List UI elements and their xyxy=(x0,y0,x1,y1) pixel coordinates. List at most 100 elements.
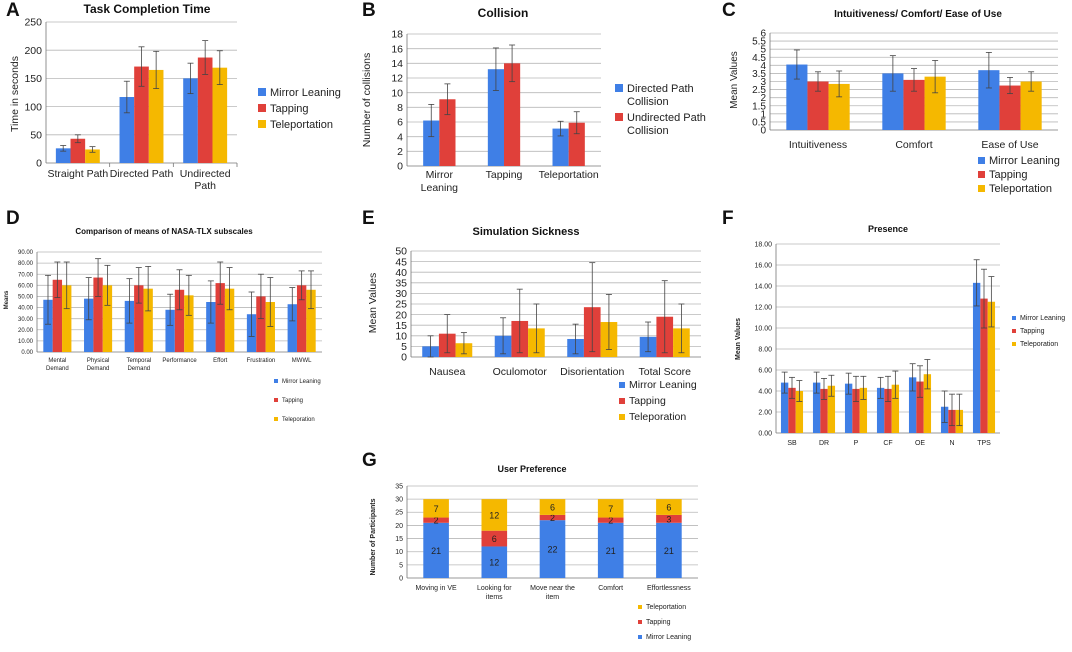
legend-label: Mirror Leaning xyxy=(646,634,691,641)
bar-segment xyxy=(423,522,449,578)
y-axis-label: Number of Participants xyxy=(370,498,377,575)
bar-segment xyxy=(481,530,508,547)
data-label: 6 xyxy=(550,503,555,513)
data-label: 21 xyxy=(664,546,674,556)
legend-swatch xyxy=(258,104,266,112)
chart-title: Intuitiveness/ Comfort/ Ease of Use xyxy=(834,9,1002,20)
bar xyxy=(891,384,900,433)
bar xyxy=(820,388,828,433)
data-label: 7 xyxy=(434,504,439,514)
y-tick-label: 4.5 xyxy=(752,53,766,64)
y-tick-label: 14 xyxy=(391,58,403,70)
bar xyxy=(423,120,440,166)
y-tick-label: 10.00 xyxy=(754,325,772,332)
x-tick-label: Frustration xyxy=(247,358,276,364)
bar xyxy=(206,302,216,352)
x-tick-label: Leaning xyxy=(421,182,459,194)
bar xyxy=(882,73,904,130)
legend-swatch xyxy=(274,379,278,383)
bar xyxy=(183,78,198,163)
bar xyxy=(256,296,266,352)
legend-label: Tapping xyxy=(629,395,666,407)
y-tick-label: 15 xyxy=(395,320,407,332)
bar xyxy=(184,295,194,352)
legend-swatch xyxy=(615,84,623,92)
legend-label: Mirror Leaning xyxy=(270,87,341,99)
y-tick-label: 4 xyxy=(760,61,766,72)
bar-segment xyxy=(656,499,682,515)
bar-segment xyxy=(423,499,449,518)
bar-segment xyxy=(423,517,449,523)
panel-a-task-completion-time: A Task Completion Time 0 50 100 150 200 250 Time… xyxy=(6,0,341,192)
bar xyxy=(224,288,235,352)
panel-d-nasa-tlx: D Comparison of means of NASA-TLX subscal… xyxy=(4,208,322,423)
y-tick-label: 12 xyxy=(391,73,403,85)
panel-letter: B xyxy=(362,0,376,21)
legend-label: Teleportation xyxy=(270,119,333,131)
x-tick-label: Straight Path xyxy=(47,168,108,180)
legend-swatch xyxy=(1012,329,1016,333)
y-tick-label: 12.00 xyxy=(754,304,772,311)
bar-segment xyxy=(597,522,624,578)
x-tick-label: MWWL xyxy=(292,358,312,364)
bar xyxy=(568,122,585,166)
y-tick-label: 10 xyxy=(391,87,403,99)
y-tick-label: 60.00 xyxy=(18,283,34,289)
y-axis-label: Mean Values xyxy=(735,318,742,360)
x-tick-label: Comfort xyxy=(895,139,932,151)
legend-swatch xyxy=(1012,316,1016,320)
x-tick-label: item xyxy=(546,594,559,601)
bar xyxy=(70,138,86,163)
legend-label: Teleporation xyxy=(282,417,315,423)
panel-g-user-preference: G User Preference 0 5 10 15 20 25 30 35 Number of … xyxy=(362,450,698,641)
bar xyxy=(972,282,981,433)
x-tick-label: Directed Path xyxy=(110,168,174,180)
y-tick-label: 2 xyxy=(397,146,403,158)
y-tick-label: 1 xyxy=(760,109,766,120)
x-tick-label: Comfort xyxy=(598,585,623,592)
bar xyxy=(1020,81,1042,130)
y-tick-label: 14.00 xyxy=(754,283,772,290)
y-axis-label: Mean Values xyxy=(367,273,379,334)
panel-c-intuitiveness: C Intuitiveness/ Comfort/ Ease of Use 00.5… xyxy=(722,0,1060,195)
y-tick-label: 20 xyxy=(395,523,403,530)
y-tick-label: 4 xyxy=(397,131,403,143)
x-tick-label: Ease of Use xyxy=(981,139,1038,151)
bar xyxy=(923,374,932,433)
bar xyxy=(924,76,946,130)
chart-title: Collision xyxy=(478,6,529,20)
legend-swatch xyxy=(274,417,278,421)
x-tick-label: items xyxy=(486,594,503,601)
data-label: 6 xyxy=(492,534,497,544)
y-tick-label: 16.00 xyxy=(754,262,772,269)
y-tick-label: 10.00 xyxy=(18,339,34,345)
bar xyxy=(828,83,850,130)
y-tick-label: 30 xyxy=(395,497,403,504)
bar xyxy=(916,381,924,433)
y-axis-label: Time in seconds xyxy=(9,56,21,132)
panel-letter: G xyxy=(362,450,377,471)
data-label: 2 xyxy=(550,513,555,523)
bar xyxy=(124,300,135,352)
legend-swatch xyxy=(638,605,642,609)
y-tick-label: 0 xyxy=(399,575,403,582)
y-tick-label: 45 xyxy=(395,256,407,268)
y-tick-label: 40 xyxy=(395,267,407,279)
legend-label: Directed Path xyxy=(627,83,694,95)
x-tick-label: Demand xyxy=(127,366,150,372)
bar-segment xyxy=(481,499,508,531)
bar xyxy=(884,388,892,433)
bar-segment xyxy=(656,514,682,523)
x-tick-label: OE xyxy=(915,440,925,447)
data-label: 12 xyxy=(489,558,499,568)
data-label: 7 xyxy=(608,504,613,514)
bar xyxy=(807,81,829,130)
panel-b-collision: B Collision 0 2 4 6 8 10 12 14 16 18 Number of colli… xyxy=(361,0,706,194)
panel-letter: F xyxy=(722,208,734,229)
bar xyxy=(827,385,836,433)
y-tick-label: 30.00 xyxy=(18,317,34,323)
bar xyxy=(296,285,307,352)
y-tick-label: 5 xyxy=(399,562,403,569)
legend-swatch xyxy=(274,398,278,402)
bar-segment xyxy=(481,546,508,578)
